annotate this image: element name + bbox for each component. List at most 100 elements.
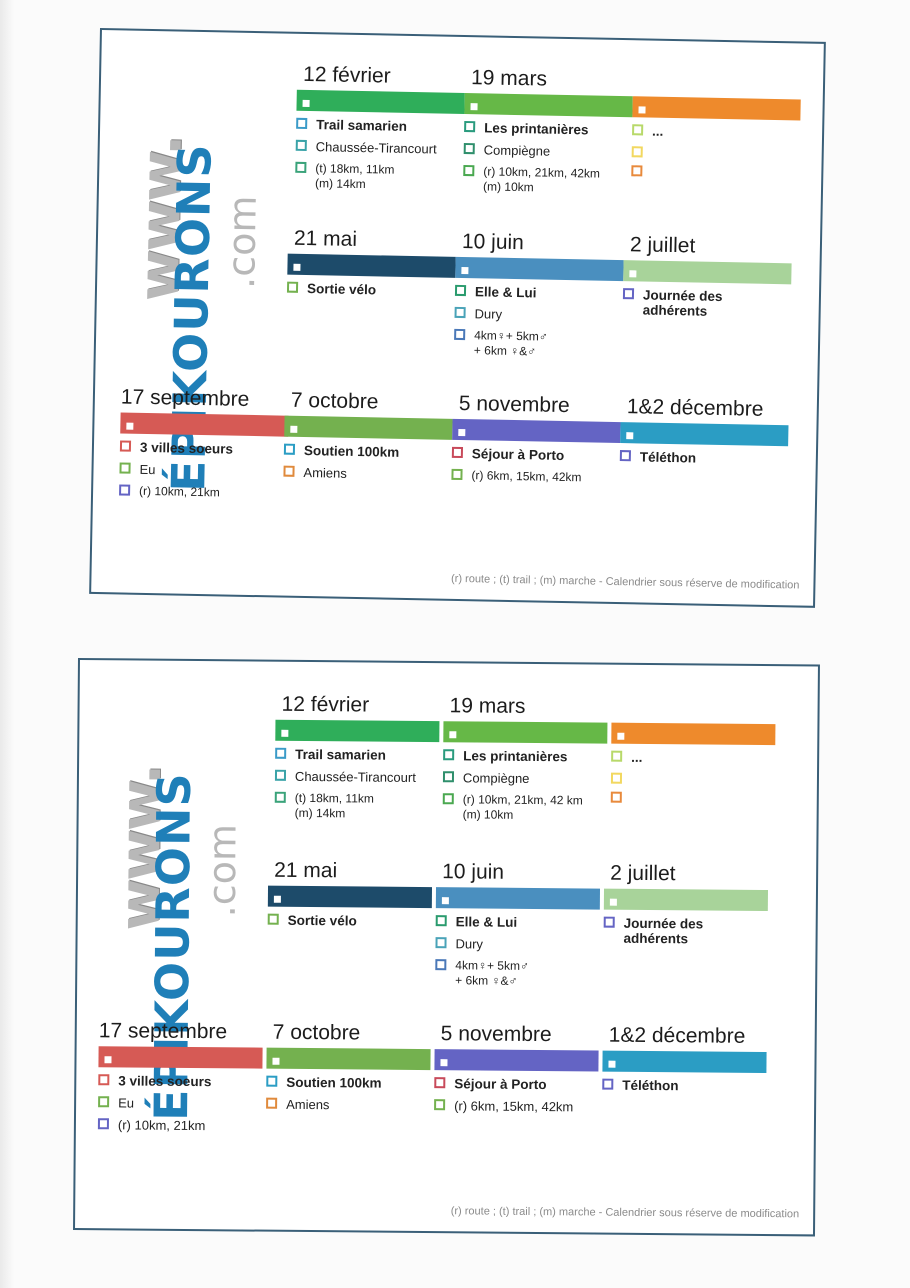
event-color-bar <box>603 888 769 912</box>
event-item-text: Trail samarien <box>316 117 408 134</box>
calendar-card-bottom: www. ÉPIKOURONS .com 12 février Trail sam… <box>73 658 820 1237</box>
event-item: Les printanières <box>443 748 607 764</box>
event-item: Amiens <box>283 465 451 483</box>
event-item-text: Eu <box>118 1095 135 1111</box>
event-date: 5 novembre <box>458 391 570 418</box>
event-item: (r) 10km, 21km <box>97 1117 262 1133</box>
checkbox-icon <box>119 462 131 474</box>
event-items: Sortie vélo <box>267 913 432 929</box>
event-item: 3 villes soeurs <box>98 1073 262 1089</box>
checkbox-icon <box>434 1077 446 1089</box>
event-color-bar <box>275 719 440 743</box>
event-item: Chaussée-Tirancourt <box>295 139 464 157</box>
checkbox-icon <box>463 143 475 155</box>
event-item: (r) 10km, 21km, 42km (m) 10km <box>463 164 632 197</box>
event-item <box>610 791 775 804</box>
event-item-text: (r) 6km, 15km, 42km <box>471 468 582 485</box>
checkbox-icon <box>451 468 463 481</box>
event: 2 juillet Journée des adhérents <box>603 861 769 954</box>
checkbox-icon <box>454 284 467 297</box>
checkbox-icon <box>435 915 447 927</box>
checkbox-icon <box>632 124 644 136</box>
event-color-bar <box>287 253 456 278</box>
event-item-text: (r) 10km, 21km <box>138 483 220 500</box>
event-color-bar <box>602 1050 767 1074</box>
checkbox-icon <box>283 443 296 455</box>
event-date: 10 juin <box>461 229 525 255</box>
event-item <box>631 164 799 179</box>
event: ... <box>631 68 801 186</box>
event-color-bar <box>620 422 789 447</box>
event-item-text: (r) 6km, 15km, 42km <box>454 1098 574 1115</box>
event-color-bar <box>443 721 608 744</box>
event-item: 4km♀+ 5km♂ + 6km ♀&♂ <box>454 328 623 361</box>
event: 19 mars Les printanières Compiègne (r) 10km… <box>442 693 608 830</box>
event-items: Séjour à Porto (r) 6km, 15km, 42km <box>451 446 620 486</box>
checkbox-icon <box>274 769 287 781</box>
event-color-bar <box>623 260 792 285</box>
events-grid: 12 février Trail samarien Chaussée-Tiranco… <box>102 30 824 499</box>
checkbox-icon <box>454 306 466 319</box>
event-item-text: Les printanières <box>484 120 589 138</box>
checkbox-icon <box>610 791 622 803</box>
event-item-text: (t) 18km, 11km (m) 14km <box>314 161 395 192</box>
checkbox-icon <box>454 328 466 341</box>
event-color-bar <box>296 89 465 115</box>
event-items: Elle & Lui Dury 4km♀+ 5km♂ + 6km ♀&♂ <box>435 914 600 989</box>
checkbox-icon <box>97 1118 109 1130</box>
event-items: Journée des adhérents <box>622 287 792 320</box>
checkbox-icon <box>275 747 287 759</box>
event-color-bar <box>284 415 453 440</box>
event-items: Les printanières Compiègne (r) 10km, 21km,… <box>463 120 632 197</box>
event-item: ... <box>632 123 800 141</box>
event-date: 1&2 décembre <box>626 395 764 421</box>
event-item-text: (t) 18km, 11km (m) 14km <box>294 790 374 821</box>
checkbox-icon <box>295 161 307 173</box>
event: 1&2 décembre Téléthon <box>602 1023 767 1101</box>
event-items: Trail samarien Chaussée-Tirancourt (t) 18k… <box>295 117 464 194</box>
event-items: ... <box>631 123 800 179</box>
event-items: Les printanières Compiègne (r) 10km, 21km,… <box>442 748 608 823</box>
event-item: Téléthon <box>619 449 788 467</box>
event-date: 21 mai <box>293 226 358 251</box>
event-item <box>610 772 775 785</box>
event-item: Chaussée-Tirancourt <box>274 769 439 785</box>
checkbox-icon <box>266 1097 278 1109</box>
event-item-text: Séjour à Porto <box>454 1076 547 1093</box>
event-item-text: Compiègne <box>483 142 551 159</box>
calendar-card-top: www. ÉPIKOURONS .com 12 février Trail sam… <box>89 28 826 608</box>
event-item-text: (r) 10km, 21km, 42 km (m) 10km <box>462 792 583 822</box>
event-color-bar <box>434 1049 599 1072</box>
event: 7 octobre Soutien 100km Amiens <box>283 388 453 490</box>
event: 17 septembre 3 villes soeurs Eu (r) 10km, 2… <box>119 384 289 508</box>
checkbox-icon <box>266 1075 278 1087</box>
event-date: 12 février <box>281 692 370 717</box>
event: 12 février Trail samarien Chaussée-Tiranco… <box>274 692 440 829</box>
event-color-bar <box>435 887 601 910</box>
event-item: Séjour à Porto <box>434 1076 598 1092</box>
event-item: Amiens <box>266 1097 430 1113</box>
event-item-text: 4km♀+ 5km♂ + 6km ♀&♂ <box>473 328 548 359</box>
event-items: 3 villes soeurs Eu (r) 10km, 21km <box>97 1073 263 1133</box>
event-item-text: Les printanières <box>463 748 568 765</box>
event-item-text: Trail samarien <box>295 746 387 763</box>
event-item: (r) 6km, 15km, 42km <box>434 1098 598 1114</box>
logo-com: .com <box>199 823 245 918</box>
event-item-text: Chaussée-Tirancourt <box>315 139 437 157</box>
event-items: 3 villes soeurs Eu (r) 10km, 21km <box>119 439 288 501</box>
event-color-bar <box>455 256 624 282</box>
checkbox-icon <box>463 165 475 177</box>
event-color-bar <box>120 412 289 437</box>
event-item: Compiègne <box>463 142 632 160</box>
checkbox-icon <box>631 146 643 158</box>
checkbox-icon <box>442 771 455 783</box>
legend: (r) route ; (t) trail ; (m) marche - Cal… <box>450 1205 800 1221</box>
event-date: 12 février <box>302 62 391 88</box>
event: 12 février Trail samarien Chaussée-Tiranco… <box>295 62 466 201</box>
event-date: 5 novembre <box>440 1022 552 1047</box>
event-item-text: 3 villes soeurs <box>139 439 234 457</box>
checkbox-icon <box>98 1096 110 1108</box>
event: 7 octobre Soutien 100km Amiens <box>266 1020 431 1120</box>
event-items: Elle & Lui Dury 4km♀+ 5km♂ + 6km ♀&♂ <box>454 284 623 361</box>
event: 21 mai Sortie vélo <box>286 226 456 306</box>
